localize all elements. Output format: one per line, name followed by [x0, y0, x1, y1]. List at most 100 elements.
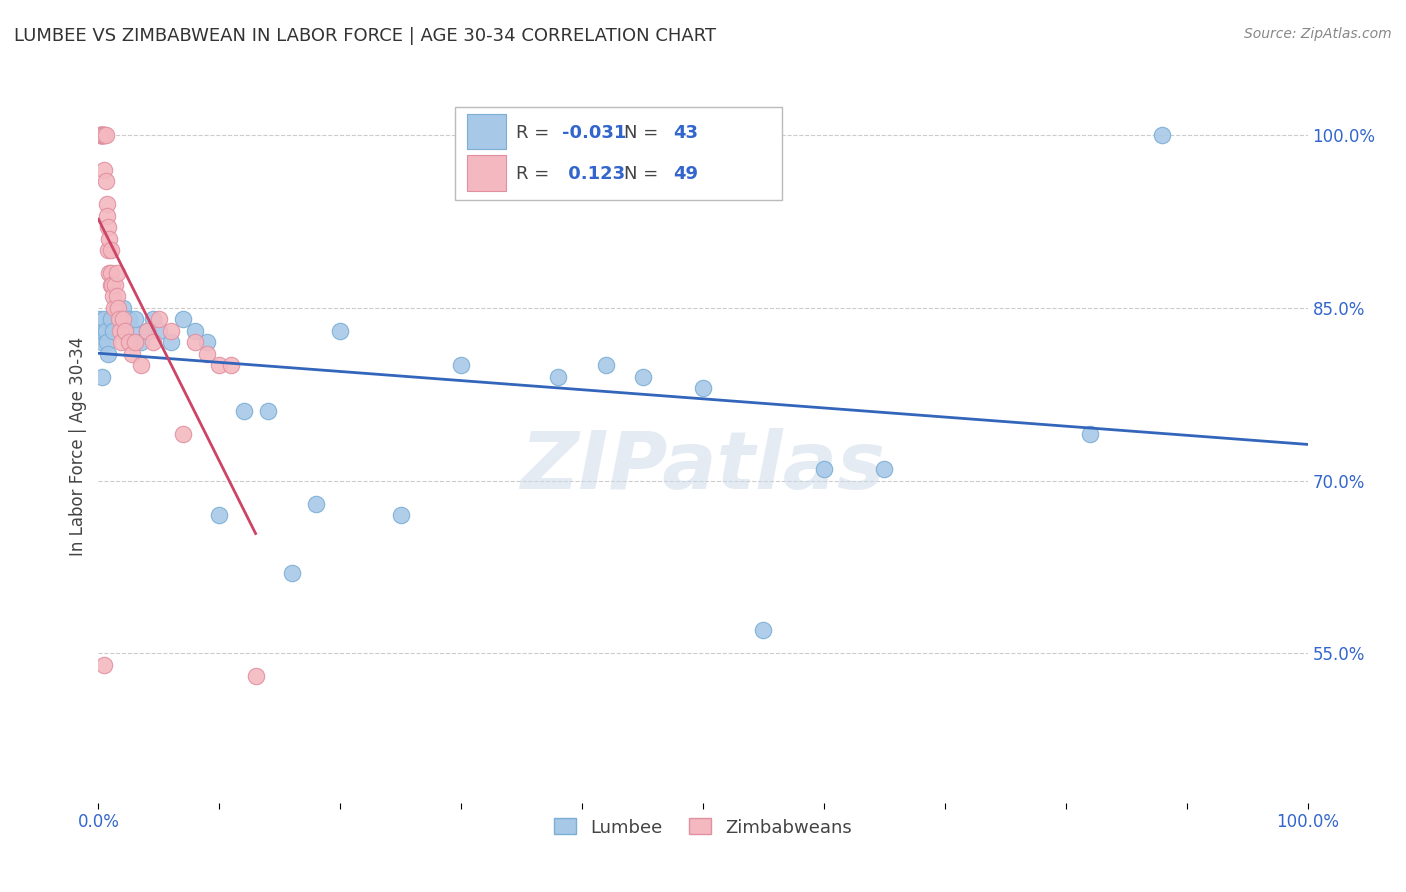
Point — [100, 277, 122, 292]
Point — [232, 404, 254, 418]
Point — [100, 277, 122, 292]
Point — [813, 462, 835, 476]
Point — [172, 312, 194, 326]
Point — [129, 335, 152, 350]
Point — [631, 370, 654, 384]
Text: N =: N = — [624, 165, 665, 183]
Point — [692, 381, 714, 395]
Legend: Lumbee, Zimbabweans: Lumbee, Zimbabweans — [547, 811, 859, 844]
FancyBboxPatch shape — [456, 107, 782, 200]
Point — [195, 335, 218, 350]
Point — [121, 347, 143, 361]
Point — [89, 312, 111, 326]
Point — [752, 623, 775, 637]
Point — [94, 324, 117, 338]
Point — [107, 301, 129, 315]
Point — [91, 128, 114, 143]
Point — [91, 335, 114, 350]
Point — [90, 128, 112, 143]
Text: LUMBEE VS ZIMBABWEAN IN LABOR FORCE | AGE 30-34 CORRELATION CHART: LUMBEE VS ZIMBABWEAN IN LABOR FORCE | AG… — [14, 27, 716, 45]
Point — [91, 128, 114, 143]
Point — [111, 301, 134, 315]
Point — [184, 324, 207, 338]
Point — [90, 128, 112, 143]
Point — [108, 312, 131, 326]
Point — [98, 266, 121, 280]
Point — [208, 508, 231, 522]
Point — [97, 220, 120, 235]
Point — [111, 312, 134, 326]
Point — [108, 312, 131, 326]
Point — [873, 462, 896, 476]
Point — [94, 128, 117, 143]
Point — [93, 128, 115, 143]
Point — [93, 312, 115, 326]
Point — [89, 128, 111, 143]
Point — [89, 128, 111, 143]
Point — [329, 324, 352, 338]
Point — [547, 370, 569, 384]
Point — [103, 301, 125, 315]
Point — [305, 497, 328, 511]
Point — [160, 335, 183, 350]
Point — [91, 128, 114, 143]
Point — [101, 289, 124, 303]
Point — [124, 335, 146, 350]
Point — [221, 359, 243, 373]
Text: ZIPatlas: ZIPatlas — [520, 428, 886, 507]
Point — [91, 128, 114, 143]
Point — [135, 324, 157, 338]
Text: -0.031: -0.031 — [561, 124, 626, 142]
Point — [93, 162, 115, 177]
Point — [91, 324, 114, 338]
Text: 43: 43 — [672, 124, 697, 142]
Point — [172, 427, 194, 442]
Point — [100, 244, 122, 258]
Text: Source: ZipAtlas.com: Source: ZipAtlas.com — [1244, 27, 1392, 41]
Point — [160, 324, 183, 338]
Point — [245, 669, 267, 683]
Point — [142, 335, 165, 350]
Point — [1078, 427, 1101, 442]
Point — [96, 197, 118, 211]
FancyBboxPatch shape — [467, 155, 506, 191]
Point — [135, 324, 157, 338]
Point — [195, 347, 218, 361]
Text: N =: N = — [624, 124, 665, 142]
Point — [114, 324, 136, 338]
Point — [100, 266, 122, 280]
Point — [121, 324, 143, 338]
Point — [114, 324, 136, 338]
Point — [118, 335, 141, 350]
Point — [450, 359, 472, 373]
Point — [93, 128, 115, 143]
Point — [281, 566, 304, 580]
Point — [97, 244, 120, 258]
Point — [208, 359, 231, 373]
Point — [93, 657, 115, 672]
Point — [256, 404, 278, 418]
Point — [97, 347, 120, 361]
Point — [90, 324, 112, 338]
Text: 0.123: 0.123 — [561, 165, 624, 183]
Point — [124, 312, 146, 326]
Text: R =: R = — [516, 165, 554, 183]
Point — [110, 335, 132, 350]
Text: 49: 49 — [672, 165, 697, 183]
Point — [100, 312, 122, 326]
Point — [96, 335, 118, 350]
Point — [184, 335, 207, 350]
Point — [105, 301, 128, 315]
Point — [96, 209, 118, 223]
Point — [142, 312, 165, 326]
Text: R =: R = — [516, 124, 554, 142]
Point — [118, 312, 141, 326]
Point — [94, 174, 117, 188]
Point — [98, 232, 121, 246]
Point — [148, 312, 170, 326]
Y-axis label: In Labor Force | Age 30-34: In Labor Force | Age 30-34 — [69, 336, 87, 556]
Point — [108, 324, 131, 338]
Point — [148, 324, 170, 338]
FancyBboxPatch shape — [467, 113, 506, 149]
Point — [129, 359, 152, 373]
